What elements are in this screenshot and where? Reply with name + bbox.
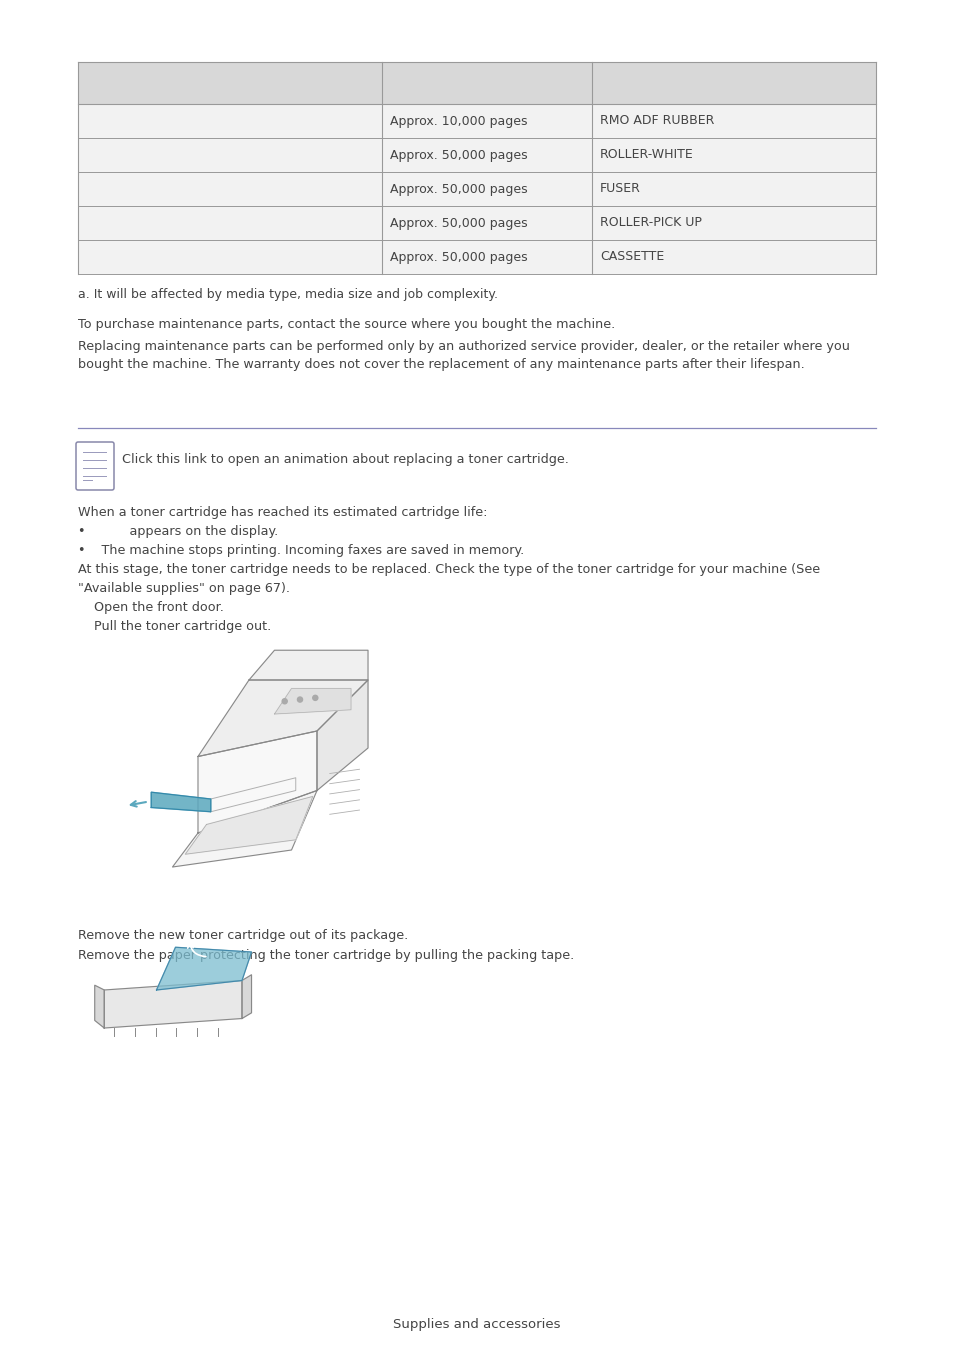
Text: CASSETTE: CASSETTE xyxy=(599,251,663,263)
Bar xyxy=(78,62,875,104)
Text: bought the machine. The warranty does not cover the replacement of any maintenan: bought the machine. The warranty does no… xyxy=(78,359,804,371)
Text: Approx. 50,000 pages: Approx. 50,000 pages xyxy=(390,251,527,263)
Polygon shape xyxy=(242,975,252,1019)
Bar xyxy=(78,137,875,173)
Polygon shape xyxy=(198,679,368,756)
Text: Remove the new toner cartridge out of its package.: Remove the new toner cartridge out of it… xyxy=(78,929,408,942)
Text: Supplies and accessories: Supplies and accessories xyxy=(393,1318,560,1330)
Text: At this stage, the toner cartridge needs to be replaced. Check the type of the t: At this stage, the toner cartridge needs… xyxy=(78,563,820,576)
Polygon shape xyxy=(94,985,104,1029)
Polygon shape xyxy=(198,731,316,833)
Text: When a toner cartridge has reached its estimated cartridge life:: When a toner cartridge has reached its e… xyxy=(78,506,487,519)
Bar xyxy=(78,104,875,137)
Text: ROLLER-PICK UP: ROLLER-PICK UP xyxy=(599,217,701,229)
Circle shape xyxy=(313,696,317,701)
Bar xyxy=(78,206,875,240)
Text: To purchase maintenance parts, contact the source where you bought the machine.: To purchase maintenance parts, contact t… xyxy=(78,318,615,332)
Text: Open the front door.: Open the front door. xyxy=(78,601,224,613)
Polygon shape xyxy=(185,797,313,855)
Text: Approx. 50,000 pages: Approx. 50,000 pages xyxy=(390,217,527,229)
Circle shape xyxy=(297,697,302,702)
Text: Approx. 10,000 pages: Approx. 10,000 pages xyxy=(390,115,527,128)
Polygon shape xyxy=(274,689,351,714)
Text: Click this link to open an animation about replacing a toner cartridge.: Click this link to open an animation abo… xyxy=(122,453,568,466)
Polygon shape xyxy=(172,790,316,867)
Text: ROLLER-WHITE: ROLLER-WHITE xyxy=(599,148,693,162)
Circle shape xyxy=(282,698,287,704)
Polygon shape xyxy=(152,793,211,811)
Text: Pull the toner cartridge out.: Pull the toner cartridge out. xyxy=(78,620,271,634)
Text: •           appears on the display.: • appears on the display. xyxy=(78,524,278,538)
Polygon shape xyxy=(104,980,242,1029)
Text: a. It will be affected by media type, media size and job complexity.: a. It will be affected by media type, me… xyxy=(78,288,497,301)
Polygon shape xyxy=(156,948,252,989)
Polygon shape xyxy=(249,650,368,679)
Text: Approx. 50,000 pages: Approx. 50,000 pages xyxy=(390,182,527,195)
Text: Approx. 50,000 pages: Approx. 50,000 pages xyxy=(390,148,527,162)
Text: "Available supplies" on page 67).: "Available supplies" on page 67). xyxy=(78,582,290,594)
Bar xyxy=(78,173,875,206)
Text: Remove the paper protecting the toner cartridge by pulling the packing tape.: Remove the paper protecting the toner ca… xyxy=(78,949,574,962)
Text: FUSER: FUSER xyxy=(599,182,640,195)
Polygon shape xyxy=(316,679,368,790)
Bar xyxy=(78,240,875,274)
FancyBboxPatch shape xyxy=(76,442,113,491)
Text: RMO ADF RUBBER: RMO ADF RUBBER xyxy=(599,115,714,128)
Text: Replacing maintenance parts can be performed only by an authorized service provi: Replacing maintenance parts can be perfo… xyxy=(78,340,849,353)
Text: •    The machine stops printing. Incoming faxes are saved in memory.: • The machine stops printing. Incoming f… xyxy=(78,545,524,557)
